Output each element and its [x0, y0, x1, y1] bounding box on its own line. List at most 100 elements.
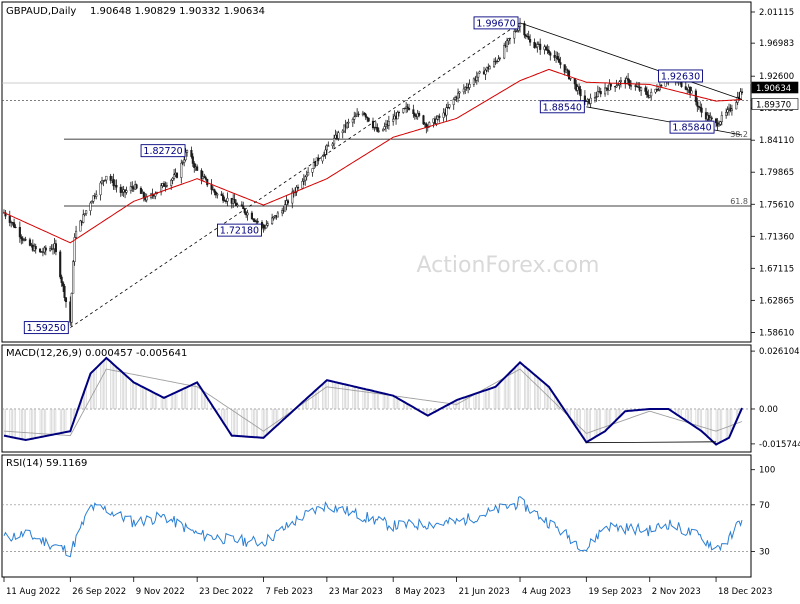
x-tick-label: 23 Dec 2022: [199, 587, 253, 597]
candle-body: [129, 186, 132, 191]
candle: [657, 87, 660, 92]
candle: [213, 188, 216, 196]
label-box: [539, 100, 585, 114]
candle: [524, 34, 527, 40]
candle: [467, 82, 470, 94]
candle: [533, 38, 536, 49]
label-box: [217, 223, 262, 237]
candle: [115, 179, 118, 193]
candle-body: [216, 193, 219, 196]
swing-point-label: 1.88540: [539, 100, 585, 114]
candle: [64, 297, 68, 308]
candle: [60, 274, 63, 287]
candle-body: [446, 106, 450, 109]
candle-body: [640, 87, 643, 91]
macd-y-tick-label: 0.026104: [759, 347, 800, 357]
candle: [604, 82, 607, 97]
candle-body: [422, 115, 425, 125]
candle-body: [14, 226, 17, 228]
x-tick-label: 18 Dec 2023: [718, 587, 772, 597]
candle-body: [301, 181, 304, 189]
header-symbol: GBPAUD,Daily: [6, 6, 76, 17]
candle: [595, 91, 598, 102]
candle: [250, 210, 253, 220]
y-tick-label: 1.71360: [759, 232, 794, 242]
candle: [105, 175, 108, 184]
candle: [70, 292, 73, 328]
candle-body: [559, 62, 562, 65]
candle: [364, 112, 367, 121]
candle-body: [62, 282, 65, 287]
candle: [92, 195, 95, 204]
candle-body: [549, 52, 552, 56]
candle-body: [181, 162, 184, 164]
candle: [276, 211, 279, 218]
candle: [346, 121, 349, 130]
candle: [186, 149, 189, 157]
candle-body: [256, 220, 259, 223]
candle: [503, 42, 506, 60]
candle-body: [307, 172, 310, 176]
candle: [20, 234, 23, 245]
candle: [725, 108, 728, 119]
candle-body: [696, 101, 699, 107]
candle: [242, 201, 245, 210]
candle: [51, 243, 55, 255]
x-tick-label: 23 Mar 2023: [329, 587, 383, 597]
candle-body: [599, 91, 602, 95]
candle: [513, 26, 516, 44]
candle: [403, 107, 406, 110]
candle-body: [435, 119, 438, 124]
candle: [284, 199, 287, 212]
candle-body: [337, 132, 340, 139]
candle-body: [627, 78, 630, 81]
candle-body: [346, 122, 349, 128]
candle-body: [51, 248, 55, 250]
candle: [452, 97, 455, 110]
candle-body: [109, 175, 112, 181]
candle: [717, 120, 720, 127]
candle-body: [725, 112, 728, 116]
candle-body: [397, 112, 400, 114]
price-tag-box: [751, 81, 799, 94]
candle: [337, 130, 340, 141]
candle-body: [534, 46, 537, 48]
candle-body: [139, 187, 142, 194]
candle-body: [726, 109, 729, 113]
candle: [475, 71, 478, 85]
candle-body: [527, 36, 530, 40]
candle-body: [180, 162, 183, 178]
candle: [262, 223, 265, 233]
candle: [556, 51, 559, 61]
candle-body: [213, 189, 216, 193]
candle-body: [170, 180, 173, 186]
candle-body: [710, 117, 713, 120]
macd-y-tick-label: 0.00: [759, 405, 778, 415]
candle: [546, 44, 549, 55]
candle: [44, 245, 47, 256]
candle-body: [333, 137, 336, 145]
candle: [296, 184, 300, 191]
candle: [484, 68, 487, 80]
candle-body: [343, 124, 346, 132]
candle: [477, 72, 480, 83]
candle-body: [475, 76, 478, 81]
candle-body: [220, 193, 223, 196]
candle: [272, 216, 275, 221]
candle: [700, 103, 703, 118]
candle-body: [324, 149, 327, 155]
candle-body: [353, 116, 356, 120]
candle: [72, 260, 75, 294]
candle-body: [628, 79, 631, 86]
candle-body: [382, 128, 385, 132]
candle-body: [214, 192, 217, 196]
candle: [125, 186, 128, 195]
candle: [353, 111, 356, 124]
price-tag-text: 1.89370: [756, 101, 791, 111]
candle: [216, 192, 219, 199]
candle-body: [72, 261, 75, 294]
candle: [286, 198, 290, 206]
candle-body: [272, 216, 275, 219]
candle: [109, 173, 112, 184]
